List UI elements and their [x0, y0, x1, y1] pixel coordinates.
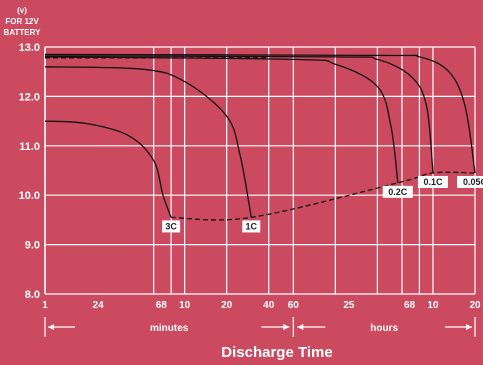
hours-left-arrowhead [297, 324, 304, 330]
discharge-curves [44, 53, 476, 218]
label-bg [382, 185, 413, 198]
minutes-label: minutes [150, 323, 189, 334]
x-tick-label: 68 [156, 300, 168, 311]
series-label: 0.2C [388, 187, 408, 197]
series-label: 0.1C [423, 177, 443, 187]
y-tick-labels: 13.0 12.0 11.0 10.0 9.0 8.0 [19, 42, 40, 301]
y-tick-label: 10.0 [19, 190, 40, 202]
y-axis-unit: (v) [17, 6, 27, 15]
curve-0_2C [44, 56, 399, 183]
minutes-right-arrowhead [283, 324, 290, 330]
series-label: 3C [165, 221, 177, 231]
x-tick-label: 24 [93, 300, 105, 311]
label-bg [162, 220, 181, 233]
minutes-left-arrowhead [48, 324, 54, 330]
y-tick-label: 9.0 [25, 240, 40, 252]
x-tick-labels: 1 24 68 10 20 40 60 25 68 10 20 [42, 300, 481, 311]
y-axis-label: FOR 12V [5, 17, 39, 26]
curve-1C [44, 66, 252, 218]
x-tick-label: 10 [179, 300, 191, 311]
y-tick-label: 8.0 [25, 289, 40, 301]
label-bg [417, 175, 448, 188]
curve-0_1C [44, 55, 434, 174]
x-tick-label: 20 [221, 300, 233, 311]
curve-0_05C [44, 53, 476, 174]
cutoff-voltage-line [171, 171, 476, 221]
grid [44, 46, 476, 295]
y-tick-label: 12.0 [19, 91, 40, 103]
x-tick-label: 20 [469, 300, 481, 311]
hours-right-arrowhead [466, 324, 472, 330]
cutoff-line-path [171, 171, 476, 221]
y-tick-label: 13.0 [19, 42, 40, 54]
x-axis-title: Discharge Time [221, 344, 332, 361]
x-tick-label: 25 [343, 300, 355, 311]
curve-3C [44, 120, 172, 218]
series-label: 1C [246, 221, 258, 231]
hours-label: hours [370, 323, 398, 334]
series-label: 0.05C [463, 177, 483, 187]
x-tick-label: 68 [404, 300, 416, 311]
x-tick-label: 10 [427, 300, 439, 311]
label-bg [457, 175, 483, 188]
x-tick-label: 60 [288, 300, 300, 311]
label-bg [242, 220, 261, 233]
y-tick-label: 11.0 [19, 141, 40, 153]
x-tick-label: 40 [263, 300, 275, 311]
time-unit-bar: minutes hours [44, 317, 476, 337]
series-labels: 3C 1C 0.2C 0.1C 0.05C [162, 175, 483, 233]
x-tick-label: 1 [42, 300, 48, 311]
y-axis-label-2: BATTERY [4, 28, 42, 37]
